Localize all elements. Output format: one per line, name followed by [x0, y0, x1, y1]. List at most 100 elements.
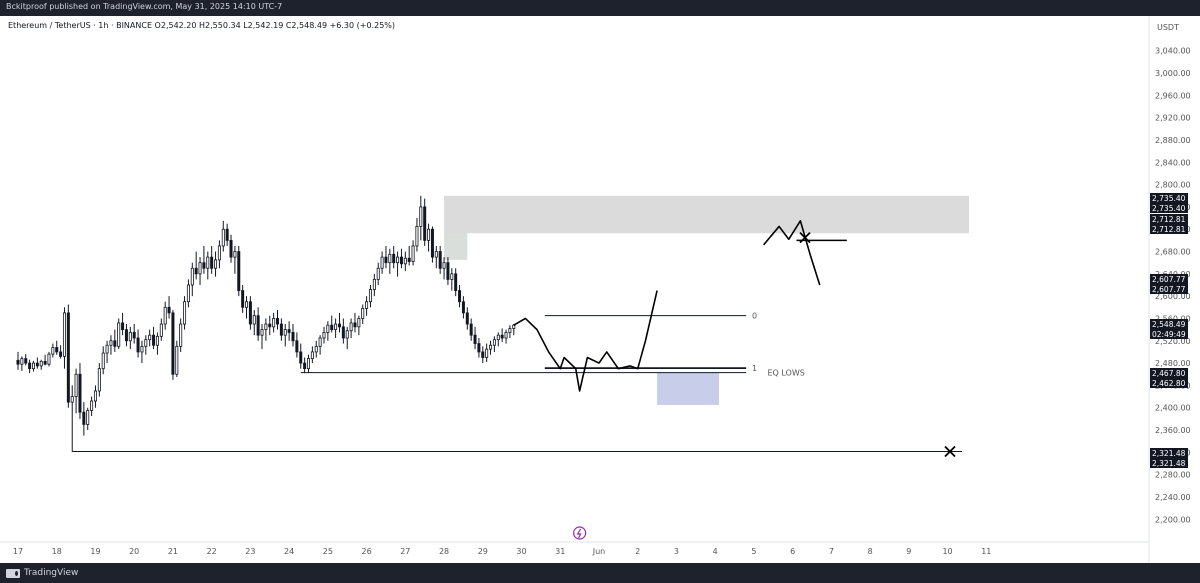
- price-tag-label: 2,712.81: [1152, 225, 1186, 234]
- candle-up: [334, 323, 338, 331]
- candle-down: [461, 301, 465, 314]
- time-tick-label: 17: [13, 547, 23, 556]
- candle-down: [16, 359, 20, 365]
- price-tag-label: 2,735.40: [1152, 194, 1186, 203]
- time-tick-label: 8: [868, 547, 873, 556]
- candle-up: [97, 368, 101, 392]
- candle-up: [20, 358, 24, 365]
- time-tick-label: 20: [129, 547, 139, 556]
- price-tick-label: 3,000.00: [1155, 69, 1191, 78]
- price-tag: [1150, 448, 1188, 458]
- candle-up: [322, 332, 326, 339]
- footer-bar: TradingView: [0, 563, 1200, 583]
- price-axis-unit: USDT: [1157, 23, 1179, 32]
- time-tick-label: 11: [981, 547, 991, 556]
- price-tag-label: 2,321.48: [1152, 459, 1186, 468]
- candle-down: [469, 323, 473, 336]
- lightning-icon[interactable]: [573, 526, 587, 540]
- candle-down: [279, 323, 283, 336]
- candle-down: [477, 343, 481, 353]
- candle-down: [287, 329, 291, 333]
- candle-up: [380, 256, 384, 269]
- eq-lows-label: EQ LOWS: [767, 369, 804, 378]
- candle-down: [237, 251, 241, 291]
- candle-down: [423, 206, 427, 241]
- candle-down: [473, 334, 477, 344]
- candle-up: [39, 361, 43, 367]
- candle-up: [155, 335, 159, 346]
- time-tick-label: 18: [52, 547, 62, 556]
- candle-down: [481, 351, 485, 358]
- time-tick-label: 7: [829, 547, 834, 556]
- projected-upper-path[interactable]: [762, 220, 821, 286]
- candle-up: [512, 324, 516, 329]
- candle-down: [78, 373, 82, 413]
- candle-up: [109, 340, 113, 346]
- publisher-bar: Bckitproof published on TradingView.com,…: [0, 0, 1200, 16]
- candle-up: [361, 308, 365, 319]
- price-tag-label: 2,607.77: [1152, 285, 1186, 294]
- candle-down: [35, 362, 39, 367]
- candle-down: [256, 315, 260, 336]
- time-tick-label: 10: [942, 547, 952, 556]
- price-tag-label: 02:49:49: [1152, 330, 1186, 339]
- candle-up: [233, 251, 237, 258]
- candle-up: [411, 245, 415, 262]
- candle-down: [210, 256, 214, 269]
- small-zone[interactable]: [444, 232, 468, 260]
- time-tick-label: 26: [361, 547, 371, 556]
- price-tick-label: 2,960.00: [1155, 91, 1191, 100]
- price-tag: [1150, 329, 1188, 339]
- x-mark-icon[interactable]: [944, 445, 956, 458]
- candle-down: [241, 290, 245, 308]
- price-tick-label: 2,200.00: [1155, 515, 1191, 524]
- chart[interactable]: Ethereum / TetherUS · 1h · BINANCE O2,54…: [0, 16, 1200, 563]
- time-tick-label: Jun: [592, 547, 606, 556]
- time-tick-label: 19: [90, 547, 100, 556]
- candle-down: [229, 239, 233, 258]
- price-tick-label: 2,360.00: [1155, 426, 1191, 435]
- candle-up: [492, 339, 496, 346]
- candle-up: [51, 347, 55, 355]
- sweep-zone[interactable]: [657, 372, 720, 405]
- price-tick-label: 2,480.00: [1155, 359, 1191, 368]
- candle-up: [318, 337, 322, 347]
- candle-up: [47, 353, 51, 365]
- candle-down: [465, 312, 469, 325]
- candle-up: [489, 344, 493, 350]
- price-tick-label: 2,600.00: [1155, 292, 1191, 301]
- chart-legend: Ethereum / TetherUS · 1h · BINANCE O2,54…: [8, 21, 395, 30]
- projected-price-path[interactable]: [513, 290, 658, 392]
- candle-up: [101, 352, 105, 370]
- price-tag: [1150, 458, 1188, 468]
- supply-zone[interactable]: [444, 195, 969, 234]
- candle-up: [485, 348, 489, 358]
- candle-up: [70, 396, 74, 403]
- candle-down: [171, 312, 175, 375]
- candle-down: [152, 334, 156, 346]
- price-tag: [1150, 368, 1188, 378]
- candle-up: [163, 306, 167, 325]
- candle-up: [504, 332, 508, 339]
- candle-up: [105, 344, 109, 354]
- price-tag: [1150, 378, 1188, 388]
- candle-up: [31, 362, 35, 370]
- candle-up: [396, 256, 400, 264]
- time-tick-label: 27: [400, 547, 410, 556]
- candle-up: [183, 301, 187, 325]
- footer-brand: TradingView: [24, 568, 79, 578]
- candle-up: [419, 206, 423, 227]
- candle-down: [194, 267, 198, 275]
- candle-up: [450, 273, 454, 280]
- chart-frame: Ethereum / TetherUS · 1h · BINANCE O2,54…: [0, 16, 1200, 563]
- x-mark-icon[interactable]: [799, 231, 811, 244]
- candle-up: [427, 228, 431, 241]
- tradingview-logo[interactable]: TradingView: [6, 568, 78, 578]
- candle-down: [454, 273, 458, 291]
- candle-up: [376, 267, 380, 280]
- candle-up: [349, 322, 353, 332]
- price-tag: [1150, 224, 1188, 234]
- candle-down: [113, 340, 117, 347]
- candle-up: [93, 390, 97, 402]
- price-tick-label: 2,920.00: [1155, 114, 1191, 123]
